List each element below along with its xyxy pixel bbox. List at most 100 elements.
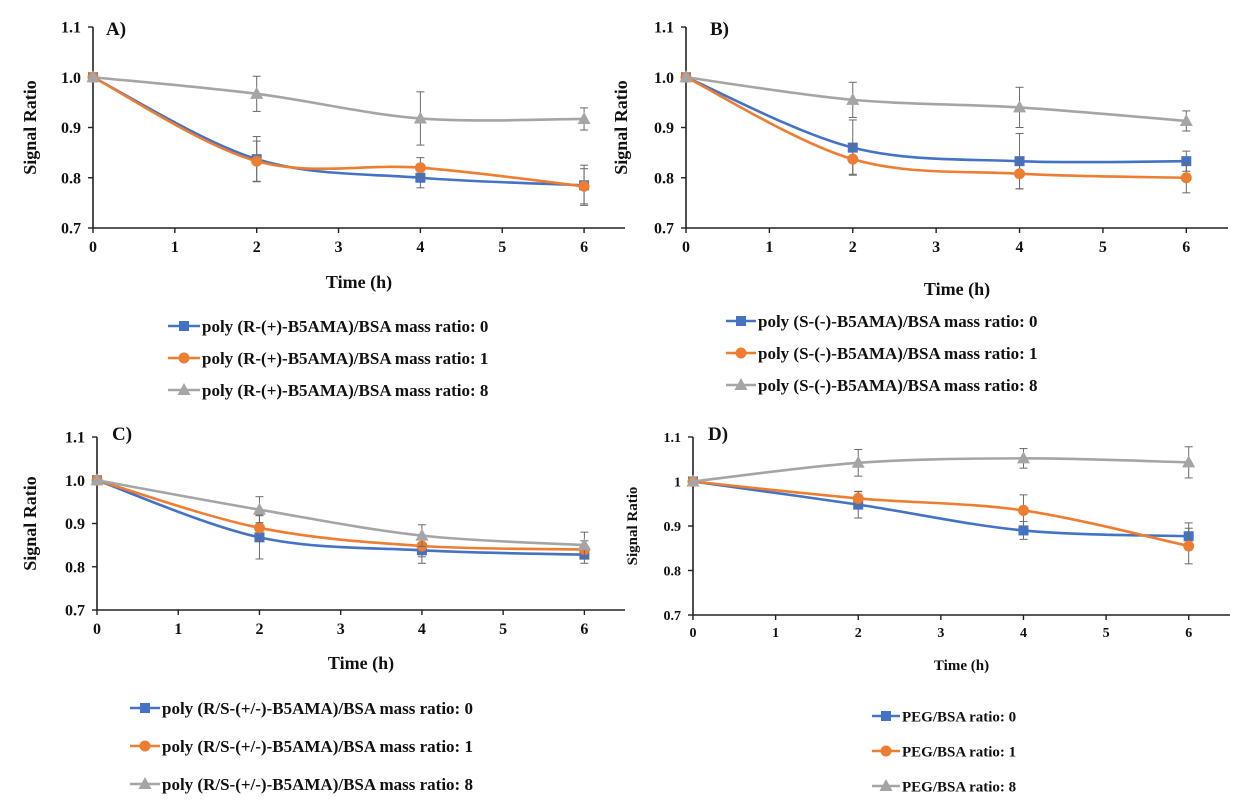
series-line [692,480,1189,548]
y-axis-title: Signal Ratio [625,487,641,566]
legend-entry: poly (R/S-(+/-)-B5AMA)/BSA mass ratio: 0 [162,699,473,718]
x-tick-label: 1 [174,621,182,638]
series-0 [88,72,590,206]
series-line [92,76,585,188]
legend-marker [139,740,151,752]
series-1 [91,474,590,559]
x-tick-label: 1 [772,626,779,641]
x-tick-label: 6 [1182,239,1190,256]
x-tick-label: 3 [932,239,940,256]
legend-marker [881,711,891,721]
legend-entry: poly (R/S-(+/-)-B5AMA)/BSA mass ratio: 8 [162,775,473,794]
data-point [251,155,263,167]
legend-entry: poly (R-(+)-B5AMA)/BSA mass ratio: 1 [202,349,488,368]
x-tick-label: 3 [335,239,343,256]
x-axis-title: Time (h) [924,279,990,300]
legend-marker [177,383,191,395]
x-tick-label: 4 [418,621,426,638]
legend-marker [138,777,152,789]
data-point [577,538,591,551]
legend-entry: poly (S-(-)-B5AMA)/BSA mass ratio: 0 [758,312,1038,331]
x-tick-label: 3 [337,621,345,638]
y-tick-label: 1.1 [654,20,674,37]
y-tick-label: 1.1 [65,430,85,447]
series-1 [680,71,1192,194]
series-1 [687,476,1195,565]
x-tick-label: 1 [171,239,179,256]
y-tick-label: 0.9 [61,120,81,137]
data-point [852,492,864,504]
data-point [1179,113,1193,126]
data-point [413,111,427,124]
y-tick-label: 0.8 [61,170,81,187]
x-tick-label: 4 [416,239,424,256]
y-tick-label: 0.8 [65,559,85,576]
x-tick-label: 5 [499,621,507,638]
legend-marker [735,347,747,359]
y-tick-label: 0.7 [65,603,85,620]
x-tick-label: 5 [498,239,506,256]
data-point [851,455,865,468]
legend: poly (R-(+)-B5AMA)/BSA mass ratio: 0 poly… [168,317,488,400]
y-tick-label: 1.0 [65,473,85,490]
series-line [96,479,585,556]
y-tick-label: 1.0 [61,70,81,87]
y-axis-title: Signal Ratio [611,80,631,175]
x-tick-label: 6 [580,621,588,638]
series-2 [90,473,591,559]
legend-entry: PEG/BSA ratio: 8 [902,779,1016,795]
x-tick-label: 0 [690,626,697,641]
x-tick-label: 2 [255,621,263,638]
panel-label: B) [710,19,729,40]
y-axis-title: Signal Ratio [20,476,40,571]
x-tick-label: 0 [682,239,690,256]
legend-marker [734,378,748,390]
panel-label: A) [106,19,126,40]
legend-entry: PEG/BSA ratio: 1 [902,744,1016,760]
data-point [578,180,590,192]
legend-entry: poly (R-(+)-B5AMA)/BSA mass ratio: 0 [202,317,488,336]
series-line [92,75,585,122]
series-line [92,76,585,187]
data-point [1014,168,1026,180]
legend-entry: poly (S-(-)-B5AMA)/BSA mass ratio: 1 [758,344,1038,363]
legend-marker [140,703,150,713]
data-point [1017,504,1029,516]
series-line [685,76,1187,164]
x-tick-label: 2 [849,239,857,256]
y-tick-label: 0.9 [664,520,682,535]
chart-panel-d: 0.7 0.8 0.9 1 1.1 0 1 2 3 4 5 6 Time (h) Signal Ratio… [625,424,1230,795]
x-tick-label: 6 [1185,626,1192,641]
data-point [252,502,266,515]
data-point [414,162,426,174]
legend-marker [178,352,190,364]
x-axis-title: Time (h) [934,658,989,674]
legend: poly (R/S-(+/-)-B5AMA)/BSA mass ratio: 0… [130,699,473,794]
data-point [1181,156,1192,167]
y-tick-label: 0.7 [61,221,81,238]
series-line [685,75,1187,123]
series-1 [87,71,590,205]
x-axis-title: Time (h) [326,272,392,293]
legend-entry: PEG/BSA ratio: 0 [902,709,1016,725]
series-0 [688,476,1194,551]
y-tick-label: 0.8 [664,564,682,579]
legend-marker [880,745,892,757]
chart-panel-c: 0.7 0.8 0.9 1.0 1.1 0 1 2 3 4 5 6 Time (h) Signal Rat… [20,424,625,794]
data-point [679,70,693,83]
data-point [846,92,860,105]
legend-marker [179,321,189,331]
y-tick-label: 1.1 [664,431,682,446]
chart-panel-a: 0.7 0.8 0.9 1.0 1.1 0 1 2 3 4 5 6 Time (h) Signal Rat… [20,19,625,400]
y-tick-label: 1 [674,475,681,490]
y-axis-title: Signal Ratio [20,80,40,175]
x-tick-label: 3 [937,626,944,641]
series-line [692,457,1189,483]
data-point [577,111,591,124]
data-point [86,70,100,83]
x-tick-label: 6 [580,239,588,256]
data-point [253,522,265,534]
y-tick-label: 0.9 [65,516,85,533]
data-point [250,86,264,99]
